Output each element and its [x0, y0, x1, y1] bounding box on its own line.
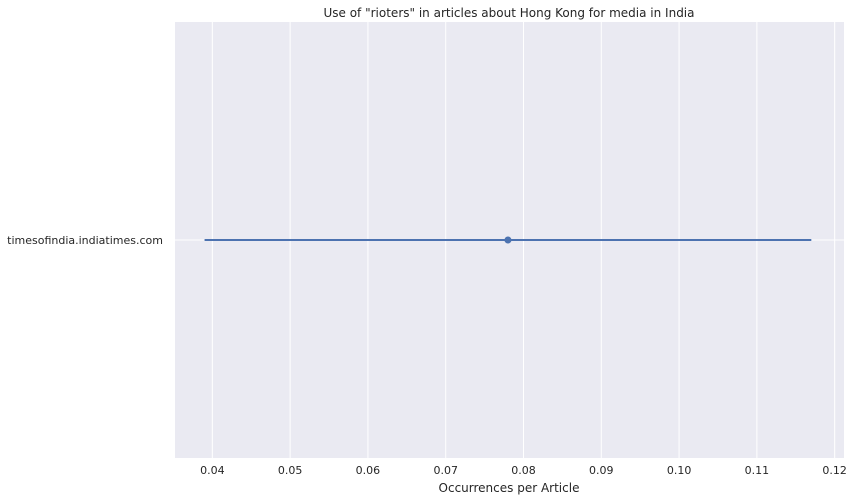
x-tick-label: 0.07: [433, 464, 458, 477]
data-point: [504, 236, 512, 244]
x-tick-label: 0.04: [200, 464, 225, 477]
y-tick-label: timesofindia.indiatimes.com: [7, 234, 163, 247]
x-tick-label: 0.05: [278, 464, 303, 477]
series: [204, 236, 812, 244]
x-tick-label: 0.12: [822, 464, 847, 477]
x-tick-label: 0.06: [356, 464, 381, 477]
x-tick-label: 0.08: [511, 464, 536, 477]
x-tick-labels: 0.04 0.05 0.06 0.07 0.08 0.09 0.10 0.11 0.12: [200, 464, 847, 477]
x-tick-label: 0.10: [667, 464, 692, 477]
x-tick-label: 0.11: [745, 464, 770, 477]
x-axis-label: Occurrences per Article: [439, 481, 580, 495]
chart-title: Use of "rioters" in articles about Hong …: [323, 6, 694, 20]
x-tick-label: 0.09: [589, 464, 614, 477]
y-tick-labels: timesofindia.indiatimes.com: [7, 234, 163, 247]
